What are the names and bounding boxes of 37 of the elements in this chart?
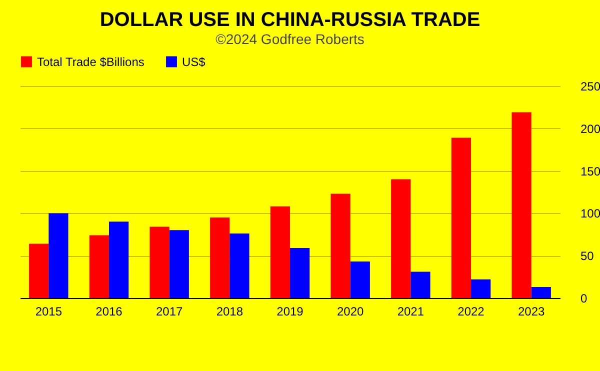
x-tick-label: 2021 <box>397 304 424 318</box>
bar <box>48 213 68 298</box>
bar <box>29 244 49 298</box>
legend-label: Total Trade $Billions <box>37 54 144 69</box>
x-tick-label: 2018 <box>216 304 244 318</box>
bar <box>108 222 129 298</box>
chart-subtitle: ©2024 Godfree Roberts <box>216 31 364 47</box>
x-tick-label: 2022 <box>458 304 485 318</box>
bar <box>410 272 430 298</box>
bar <box>531 286 551 298</box>
bar <box>210 217 230 298</box>
bar <box>391 179 411 298</box>
x-tick-label: 2020 <box>336 304 364 318</box>
x-tick-label: 2017 <box>156 304 183 318</box>
bar <box>290 248 310 298</box>
y-tick-label: 100 <box>580 206 600 221</box>
y-tick-label: 250 <box>580 80 600 94</box>
bar <box>451 138 472 298</box>
y-tick-label: 0 <box>580 292 588 306</box>
bar <box>230 234 250 298</box>
bar <box>330 194 350 298</box>
bar <box>350 262 370 298</box>
y-tick-label: 200 <box>580 122 600 136</box>
bar <box>512 112 532 298</box>
y-tick-label: 50 <box>580 249 594 264</box>
bar <box>89 235 109 298</box>
bar <box>270 206 290 298</box>
y-tick-label: 150 <box>580 164 600 178</box>
bar <box>471 279 491 298</box>
x-tick-label: 2023 <box>518 304 546 318</box>
x-tick-label: 2016 <box>96 304 123 318</box>
chart-title: DOLLAR USE IN CHINA-RUSSIA TRADE <box>100 9 480 31</box>
x-tick-label: 2015 <box>35 304 62 318</box>
bar <box>150 226 170 298</box>
bar <box>169 230 189 298</box>
legend-label: US$ <box>182 54 206 69</box>
x-tick-label: 2019 <box>276 304 304 318</box>
